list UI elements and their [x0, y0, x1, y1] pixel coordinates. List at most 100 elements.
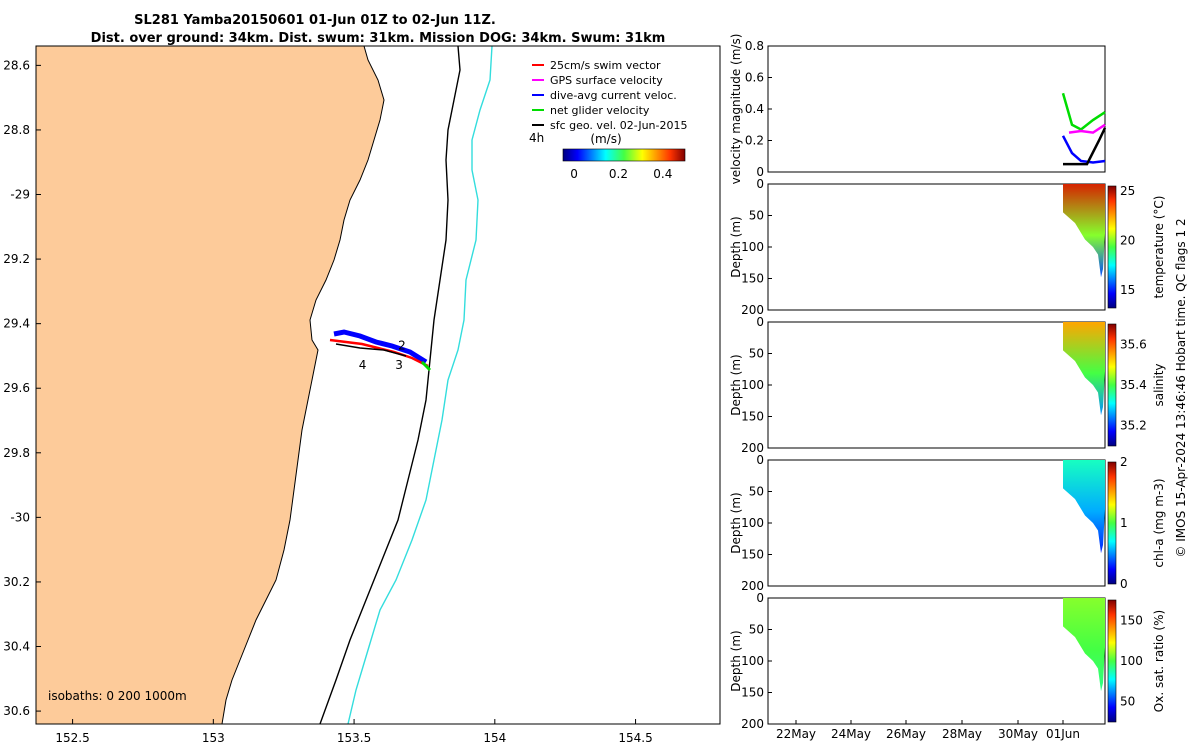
y-tick-label: 150 [741, 272, 764, 286]
panel-y-label: Depth (m) [729, 216, 743, 277]
net-glider-velocity-mark [420, 360, 432, 372]
y-tick-label: 200 [741, 579, 764, 593]
panel-y-label: Depth (m) [729, 354, 743, 415]
panel-4: 0 50 100 150 200 0 1 2 chl-a (mg m-3) Depth (m) [729, 453, 1166, 593]
track-label: 4 [359, 358, 367, 372]
y-tick-label: 150 [741, 410, 764, 424]
speed-colorbar [562, 148, 686, 162]
y-tick-label: 50 [749, 485, 764, 499]
colorbar-tick-label: 35.2 [1120, 419, 1147, 433]
time-label: 4h [529, 131, 544, 145]
colorbar-tick-label: 35.4 [1120, 378, 1147, 392]
x-tick-label: 24May [831, 727, 871, 741]
velocity-series-line [1063, 127, 1107, 166]
y-tick-label: 50 [749, 623, 764, 637]
map-x-tick-label: 153 [202, 731, 225, 745]
speed-colorbar-tick-label: 0.2 [609, 167, 628, 181]
map-y-tick-label: 30.4 [3, 640, 30, 654]
colorbar-tick-label: 1 [1120, 516, 1128, 530]
isobath-200m [319, 46, 461, 724]
land-area [36, 46, 385, 724]
colorbar-tick-label: 15 [1120, 283, 1135, 297]
isobath-1000m [347, 46, 493, 724]
velocity-series-line [1061, 135, 1106, 164]
map-title-line2: Dist. over ground: 34km. Dist. swum: 31k… [91, 31, 666, 46]
y-tick-label: 150 [741, 686, 764, 700]
map-y-tick-label: 29.8 [3, 446, 30, 460]
map-y-tick-label: -29 [10, 188, 30, 202]
colorbar-tick-label: 35.6 [1120, 337, 1147, 351]
map-x-tick-label: 154.5 [618, 731, 652, 745]
colorbar-tick-label: 20 [1120, 234, 1135, 248]
y-tick-label: 0.4 [745, 102, 764, 116]
map-frame [35, 45, 721, 725]
velocity-series-line [1068, 123, 1106, 134]
panel-colorbar [1107, 599, 1117, 723]
y-tick-label: 0 [756, 177, 764, 191]
y-tick-label: 100 [741, 240, 764, 254]
track-label: 2 [398, 338, 406, 352]
legend-label: net glider velocity [550, 104, 650, 117]
velocity-series-line [1061, 92, 1106, 131]
map-y-axis: 28.6 28.8 -29 29.2 29.4 29.6 29.8 -30 30.2 30.4 30… [3, 58, 41, 718]
y-tick-label: 100 [741, 516, 764, 530]
panel-frame [767, 45, 1106, 173]
panel-3: 0 50 100 150 200 35.2 35.4 35.6 salinity Depth (m… [729, 315, 1166, 455]
speed-colorbar-ticks: 0 0.2 0.4 [570, 167, 672, 181]
y-tick-label: 0 [756, 453, 764, 467]
map-y-tick-label: 29.4 [3, 317, 30, 331]
x-tick-label: 30May [998, 727, 1038, 741]
y-tick-label: 200 [741, 441, 764, 455]
panel-y-label: Depth (m) [729, 492, 743, 553]
y-tick-label: 100 [741, 654, 764, 668]
map-y-tick-label: 30.2 [3, 575, 30, 589]
colorbar-unit: (m/s) [590, 132, 621, 146]
map-legend: 25cm/s swim vector GPS surface velocity di… [532, 59, 687, 132]
colorbar-tick-label: 25 [1120, 184, 1135, 198]
glider-track [329, 329, 432, 372]
credit-text: © IMOS 15-Apr-2024 13:46:46 Hobart time.… [1174, 218, 1188, 557]
isobaths-label: isobaths: 0 200 1000m [48, 689, 187, 703]
map-title-line1: SL281 Yamba20150601 01-Jun 01Z to 02-Jun… [134, 13, 496, 28]
map-y-tick-label: 29.2 [3, 252, 30, 266]
colorbar-label: temperature (°C) [1152, 196, 1166, 299]
section-data-fill [1063, 598, 1105, 692]
map-x-axis: 152.5 153 153.5 154 154.5 [55, 719, 653, 745]
y-tick-label: 200 [741, 303, 764, 317]
colorbar-label: salinity [1152, 363, 1166, 406]
colorbar-tick-label: 150 [1120, 613, 1143, 627]
y-tick-label: 0 [756, 315, 764, 329]
panel-colorbar [1107, 323, 1117, 447]
map-panel: 152.5 153 153.5 154 154.5 28.6 28.8 -29 29.2 29.… [3, 45, 721, 745]
y-tick-label: 0.8 [745, 39, 764, 53]
gps-surface-track [335, 343, 407, 357]
y-tick-label: 100 [741, 378, 764, 392]
speed-colorbar-tick-label: 0 [570, 167, 578, 181]
map-x-tick-label: 154 [483, 731, 506, 745]
panel-y-label: Depth (m) [729, 630, 743, 691]
map-y-tick-label: 30.6 [3, 704, 30, 718]
speed-colorbar-tick-label: 0.4 [653, 167, 672, 181]
panel-frame [767, 597, 1106, 725]
section-data-fill [1063, 460, 1105, 554]
map-y-tick-label: 28.8 [3, 123, 30, 137]
y-tick-label: 0.6 [745, 71, 764, 85]
panel-2: 0 50 100 150 200 15 20 25 temperature (°C) Depth … [729, 177, 1166, 317]
colorbar-tick-label: 50 [1120, 695, 1135, 709]
x-tick-label: 22May [776, 727, 816, 741]
panel-frame [767, 183, 1106, 311]
y-tick-label: 50 [749, 347, 764, 361]
legend-label: dive-avg current veloc. [550, 89, 677, 102]
swim-vector-track [329, 338, 429, 368]
section-data-fill [1063, 322, 1105, 416]
x-tick-label: 28May [942, 727, 982, 741]
panel-y-label: velocity magnitude (m/s) [729, 34, 743, 185]
x-tick-label: 01Jun [1046, 727, 1080, 741]
legend-label: GPS surface velocity [550, 74, 663, 87]
section-data-fill [1063, 184, 1105, 278]
map-x-tick-label: 153.5 [337, 731, 371, 745]
panel-frame [767, 459, 1106, 587]
y-tick-label: 50 [749, 209, 764, 223]
